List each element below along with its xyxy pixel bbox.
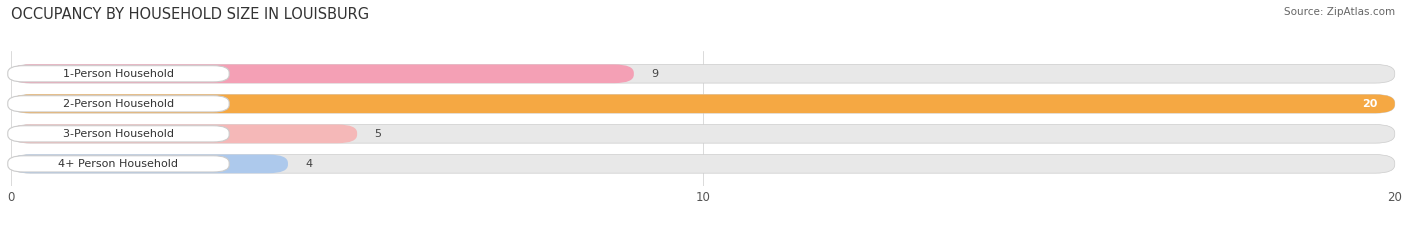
Text: 20: 20 bbox=[1362, 99, 1378, 109]
Text: 3-Person Household: 3-Person Household bbox=[63, 129, 174, 139]
FancyBboxPatch shape bbox=[11, 95, 1395, 113]
FancyBboxPatch shape bbox=[8, 66, 229, 82]
FancyBboxPatch shape bbox=[11, 124, 1395, 143]
Text: 5: 5 bbox=[374, 129, 381, 139]
FancyBboxPatch shape bbox=[11, 65, 634, 83]
FancyBboxPatch shape bbox=[11, 124, 357, 143]
FancyBboxPatch shape bbox=[11, 95, 1395, 113]
Text: 4: 4 bbox=[305, 159, 312, 169]
FancyBboxPatch shape bbox=[11, 154, 1395, 173]
FancyBboxPatch shape bbox=[8, 126, 229, 142]
Text: 9: 9 bbox=[651, 69, 658, 79]
Text: OCCUPANCY BY HOUSEHOLD SIZE IN LOUISBURG: OCCUPANCY BY HOUSEHOLD SIZE IN LOUISBURG bbox=[11, 7, 370, 22]
FancyBboxPatch shape bbox=[11, 65, 1395, 83]
Text: 2-Person Household: 2-Person Household bbox=[63, 99, 174, 109]
FancyBboxPatch shape bbox=[8, 156, 229, 172]
Text: Source: ZipAtlas.com: Source: ZipAtlas.com bbox=[1284, 7, 1395, 17]
FancyBboxPatch shape bbox=[11, 154, 288, 173]
FancyBboxPatch shape bbox=[8, 96, 229, 112]
Text: 1-Person Household: 1-Person Household bbox=[63, 69, 174, 79]
Text: 4+ Person Household: 4+ Person Household bbox=[59, 159, 179, 169]
